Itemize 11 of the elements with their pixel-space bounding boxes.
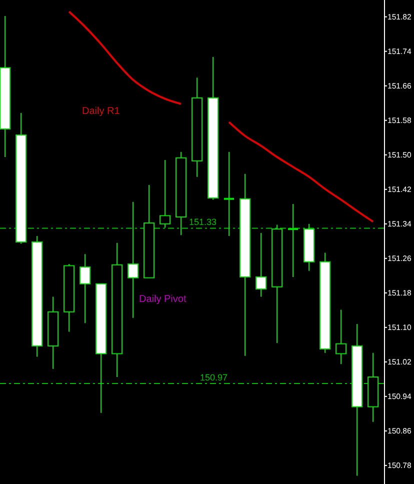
annotation: Daily Pivot	[139, 294, 186, 305]
candlestick	[287, 204, 299, 278]
candlestick	[223, 151, 235, 236]
candlestick	[256, 232, 266, 298]
candlestick	[128, 201, 138, 318]
ref-line-label: 150.97	[200, 372, 228, 382]
annotation: Daily R1	[82, 106, 120, 117]
candlestick	[80, 254, 90, 324]
candlestick	[160, 160, 170, 228]
ref-line-label: 151.33	[189, 217, 217, 228]
candlestick	[336, 309, 346, 365]
